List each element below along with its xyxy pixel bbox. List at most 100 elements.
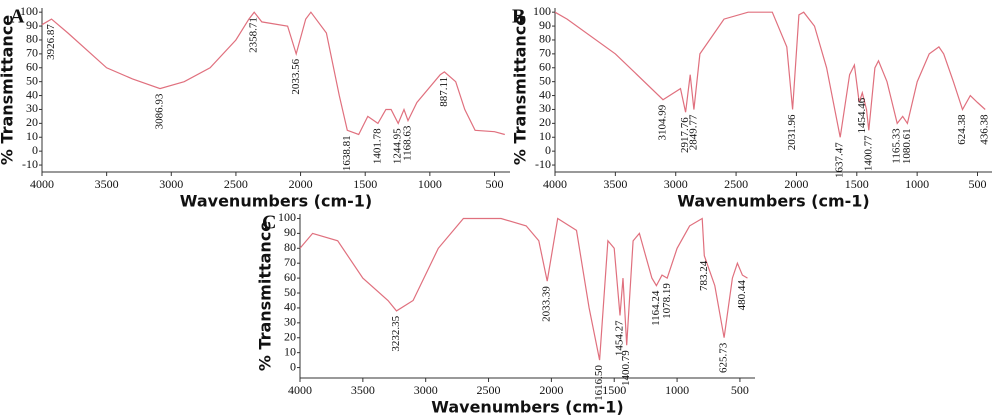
peak-label: 436.38 — [979, 114, 991, 145]
peak-label: 2358.71 — [248, 17, 260, 53]
peak-label: 2849.77 — [687, 114, 699, 150]
peak-label: 1168.63 — [402, 125, 414, 161]
y-tick-label: 10 — [539, 129, 551, 143]
x-tick-label: 1500 — [602, 383, 626, 397]
peak-label: 1637.47 — [834, 142, 846, 178]
peak-label: 1638.81 — [341, 135, 353, 171]
x-tick-label: 4000 — [543, 177, 567, 191]
x-tick-label: 2500 — [224, 177, 248, 191]
peak-label: 3104.99 — [657, 104, 669, 140]
peak-label: 1164.24 — [650, 290, 662, 326]
peak-label: 2033.56 — [290, 58, 302, 94]
y-tick-label: 30 — [26, 101, 38, 115]
y-tick-label: 70 — [26, 46, 38, 60]
x-axis-title: Wavenumbers (cm-1) — [180, 192, 372, 211]
y-tick-label: 30 — [539, 101, 551, 115]
x-tick-label: 3500 — [603, 177, 627, 191]
x-axis-title: Wavenumbers (cm-1) — [677, 192, 869, 211]
y-tick-label: 10 — [26, 129, 38, 143]
peak-label: 1244.95 — [392, 128, 404, 164]
spectrum-line — [554, 11, 986, 138]
y-tick-label: 60 — [26, 60, 38, 74]
x-tick-label: 3500 — [95, 177, 119, 191]
y-tick-label: 50 — [539, 73, 551, 87]
y-tick-label: 100 — [20, 4, 38, 18]
y-tick-label: -10 — [22, 157, 38, 171]
x-tick-label: 1500 — [845, 177, 869, 191]
y-tick-label: 0 — [32, 143, 38, 157]
x-tick-label: 3000 — [664, 177, 688, 191]
y-tick-label: 80 — [284, 240, 296, 254]
peak-label: 1400.79 — [620, 350, 632, 386]
peak-label: 3926.87 — [45, 24, 57, 60]
peak-label: 3232.35 — [390, 315, 402, 351]
x-tick-label: 1000 — [905, 177, 929, 191]
x-tick-label: 2000 — [784, 177, 808, 191]
y-tick-label: 20 — [284, 329, 296, 343]
peak-label: 1616.50 — [593, 365, 605, 401]
y-tick-label: 100 — [278, 210, 296, 224]
peak-label: 480.44 — [736, 280, 748, 311]
peak-label: 2031.96 — [786, 114, 798, 150]
spectrum-line — [299, 217, 748, 361]
x-tick-label: 2000 — [289, 177, 313, 191]
peak-label: 625.73 — [718, 342, 730, 373]
peak-label: 624.38 — [956, 114, 968, 145]
peak-label: 1078.19 — [661, 283, 673, 319]
x-tick-label: 3000 — [159, 177, 183, 191]
y-tick-label: 40 — [539, 87, 551, 101]
x-tick-label: 1000 — [665, 383, 689, 397]
y-tick-label: 60 — [284, 270, 296, 284]
y-tick-label: 90 — [284, 225, 296, 239]
y-tick-label: 90 — [26, 18, 38, 32]
x-tick-label: 500 — [731, 383, 749, 397]
peak-label: 783.24 — [698, 260, 710, 291]
y-tick-label: -10 — [535, 157, 551, 171]
x-tick-label: 2500 — [477, 383, 501, 397]
panel-label: A — [10, 6, 25, 28]
panel-label: B — [512, 6, 525, 28]
y-tick-label: 50 — [284, 285, 296, 299]
peak-label: 1400.77 — [862, 135, 874, 171]
y-tick-label: 20 — [26, 115, 38, 129]
y-tick-label: 20 — [539, 115, 551, 129]
x-tick-label: 4000 — [288, 383, 312, 397]
y-tick-label: 50 — [26, 73, 38, 87]
x-tick-label: 2000 — [539, 383, 563, 397]
x-tick-label: 1500 — [353, 177, 377, 191]
x-tick-label: 500 — [485, 177, 503, 191]
y-tick-label: 40 — [26, 87, 38, 101]
y-tick-label: 90 — [539, 18, 551, 32]
y-tick-label: 80 — [26, 32, 38, 46]
x-tick-label: 2500 — [724, 177, 748, 191]
y-tick-label: 0 — [290, 359, 296, 373]
x-tick-label: 4000 — [30, 177, 54, 191]
y-axis-title: % Transmittance — [0, 15, 17, 165]
y-tick-label: 70 — [539, 46, 551, 60]
x-tick-label: 1000 — [418, 177, 442, 191]
peak-label: 3086.93 — [154, 93, 166, 129]
y-tick-label: 30 — [284, 315, 296, 329]
y-axis-title: % Transmittance — [256, 221, 275, 371]
y-tick-label: 40 — [284, 300, 296, 314]
y-axis-title: % Transmittance — [511, 15, 530, 165]
y-tick-label: 70 — [284, 255, 296, 269]
peak-label: 1454.27 — [614, 320, 626, 356]
peak-label: 2033.39 — [541, 286, 553, 322]
y-tick-label: 80 — [539, 32, 551, 46]
x-tick-label: 500 — [969, 177, 987, 191]
peak-label: 1080.61 — [901, 128, 913, 164]
y-tick-label: 100 — [533, 4, 551, 18]
peak-label: 1454.46 — [856, 97, 868, 133]
peak-label: 2917.76 — [679, 117, 691, 153]
x-axis-title: Wavenumbers (cm-1) — [431, 398, 623, 416]
peak-label: 1165.33 — [891, 128, 903, 164]
panel-label: C — [262, 212, 276, 234]
x-tick-label: 3000 — [414, 383, 438, 397]
x-tick-label: 3500 — [351, 383, 375, 397]
y-tick-label: 60 — [539, 60, 551, 74]
spectrum-line — [41, 11, 505, 136]
y-tick-label: 0 — [545, 143, 551, 157]
peak-label: 887.11 — [438, 77, 450, 107]
